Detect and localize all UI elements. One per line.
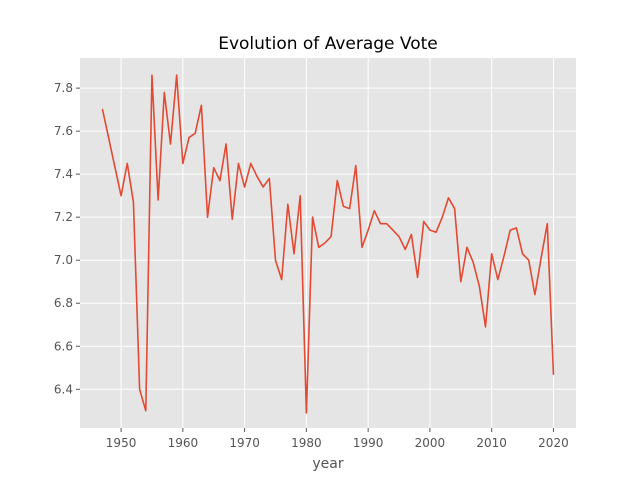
y-tick-label: 7.8 [54,81,73,95]
y-axis: 6.4 6.6 6.8 7.0 7.2 7.4 7.6 7.8 [54,81,80,396]
y-tick-label: 7.2 [54,210,73,224]
x-tick-label: 1960 [168,436,199,450]
y-tick-label: 7.6 [54,124,73,138]
series-line [101,74,555,414]
x-tick-label: 1950 [106,436,137,450]
x-tick-label: 2010 [476,436,507,450]
series-layer [101,74,555,414]
y-tick-label: 7.4 [54,167,73,181]
chart-title: Evolution of Average Vote [218,34,438,54]
x-tick-label: 2000 [415,436,446,450]
x-tick-label: 1990 [353,436,384,450]
x-axis: 1950 1960 1970 1980 1990 2000 2010 2020 [106,428,569,450]
y-tick-label: 6.4 [54,382,73,396]
y-tick-label: 6.6 [54,339,73,353]
x-tick-label: 2020 [538,436,569,450]
x-tick-label: 1980 [291,436,322,450]
x-tick-label: 1970 [229,436,260,450]
y-tick-label: 7.0 [54,253,73,267]
y-tick-label: 6.8 [54,296,73,310]
x-axis-label: year [312,456,343,472]
